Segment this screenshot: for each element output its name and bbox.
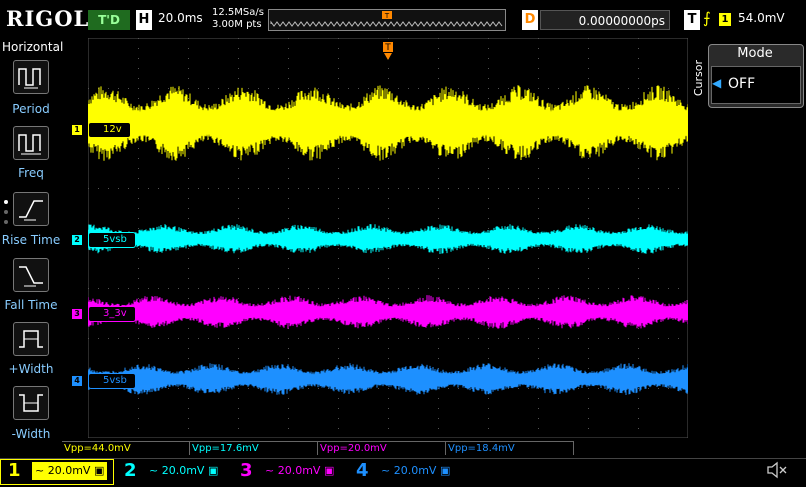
waveform-display[interactable]: T (88, 38, 688, 438)
channel-4-marker: 4 (72, 376, 82, 386)
channel-3-number[interactable]: 3 (240, 460, 253, 481)
trigger-status-badge[interactable]: T'D (88, 10, 130, 30)
svg-text:T: T (384, 43, 391, 53)
cursor-mode-label: Mode (737, 46, 773, 61)
rigol-logo: RIGOL (6, 6, 90, 31)
delay-indicator: D (522, 10, 538, 30)
positive-width-button[interactable] (13, 322, 49, 356)
svg-text:T: T (384, 12, 390, 20)
channel-3-scale[interactable]: ~ 20.0mV ▣ (265, 464, 335, 477)
acquisition-info: 12.5MSa/s 3.00M pts (212, 7, 264, 31)
trigger-position-marker: T (383, 42, 393, 60)
delay-value[interactable]: 0.00000000ps (540, 10, 670, 30)
negative-width-button[interactable] (13, 386, 49, 420)
positive-width-icon (19, 330, 43, 348)
sound-muted-icon[interactable] (764, 458, 790, 482)
channel-1-marker: 1 (72, 125, 82, 135)
channel-status-bar (0, 458, 806, 487)
page-dot-active (4, 200, 8, 204)
channel-1-number: 1 (8, 460, 21, 481)
cursor-menu-title: Cursor (692, 60, 705, 97)
page-dot (4, 220, 8, 224)
channel-2-scale[interactable]: ~ 20.0mV ▣ (149, 464, 219, 477)
rise-time-icon (19, 200, 43, 221)
menu-title: Horizontal (2, 40, 64, 54)
sample-rate: 12.5MSa/s (212, 7, 264, 18)
period-label: Period (12, 102, 50, 116)
period-icon (18, 68, 41, 89)
memory-waveform-icon: T (270, 11, 503, 27)
waveform-traces (88, 85, 688, 395)
bandwidth-icon: ▣ (320, 464, 335, 477)
channel-3-trace-core (88, 306, 688, 318)
channel-2-marker: 2 (72, 235, 82, 245)
fall-time-label: Fall Time (4, 298, 58, 312)
channel-1-scale: ~ 20.0mV ▣ (32, 462, 108, 480)
dc-coupling-icon: ~ (265, 464, 278, 477)
fall-time-icon (19, 266, 43, 287)
dc-coupling-icon: ~ (381, 464, 394, 477)
rise-time-button[interactable] (13, 192, 49, 226)
freq-label: Freq (18, 166, 44, 180)
measurement-ch3-vpp[interactable]: Vpp=20.0mV (318, 441, 446, 455)
negative-width-label: -Width (11, 427, 51, 441)
channel-2-number[interactable]: 2 (124, 460, 137, 481)
freq-button[interactable] (13, 126, 49, 160)
frequency-icon (18, 134, 41, 155)
cursor-menu (692, 38, 806, 458)
positive-width-label: +Width (8, 362, 54, 376)
fall-time-button[interactable] (13, 258, 49, 292)
rise-time-label: Rise Time (1, 233, 61, 247)
channel-1-label[interactable]: 12v (88, 122, 131, 138)
channel-4-label[interactable]: 5vsb (88, 373, 136, 389)
dc-coupling-icon: ~ (35, 464, 48, 477)
cursor-mode-value: OFF (728, 76, 756, 92)
channel-4-trace-core (88, 373, 688, 385)
measurement-ch1-vpp[interactable]: Vpp=44.0mV (62, 441, 190, 455)
period-button[interactable] (13, 60, 49, 94)
bandwidth-icon: ▣ (90, 464, 105, 477)
memory-depth: 3.00M pts (212, 19, 262, 30)
horizontal-indicator: H (136, 10, 152, 30)
channel-4-scale[interactable]: ~ 20.0mV ▣ (381, 464, 451, 477)
cursor-mode-value-box[interactable] (711, 66, 801, 104)
bandwidth-icon: ▣ (204, 464, 219, 477)
channel-1-status[interactable] (0, 459, 114, 485)
rising-edge-icon: ⨍ (703, 9, 711, 27)
dc-coupling-icon: ~ (149, 464, 162, 477)
trigger-position-marker (382, 11, 392, 19)
channel-2-label[interactable]: 5vsb (88, 232, 136, 248)
bandwidth-icon: ▣ (436, 464, 451, 477)
trigger-level[interactable]: 54.0mV (738, 11, 785, 25)
left-arrow-icon: ◀ (712, 76, 722, 90)
measurement-ch2-vpp[interactable]: Vpp=17.6mV (190, 441, 318, 455)
measurement-ch4-vpp[interactable]: Vpp=18.4mV (446, 441, 574, 455)
trigger-source-channel: 1 (719, 13, 731, 26)
memory-overview[interactable]: T (268, 9, 506, 31)
timebase-value[interactable]: 20.0ms (158, 11, 203, 25)
channel-4-number[interactable]: 4 (356, 460, 369, 481)
channel-3-label[interactable]: 3_3v (88, 306, 136, 322)
channel-1-trace-core (88, 109, 688, 137)
negative-width-icon (19, 394, 43, 412)
channel-2-trace-core (88, 233, 688, 245)
page-dot (4, 210, 8, 214)
trigger-indicator: T (684, 10, 700, 30)
channel-3-marker: 3 (72, 309, 82, 319)
